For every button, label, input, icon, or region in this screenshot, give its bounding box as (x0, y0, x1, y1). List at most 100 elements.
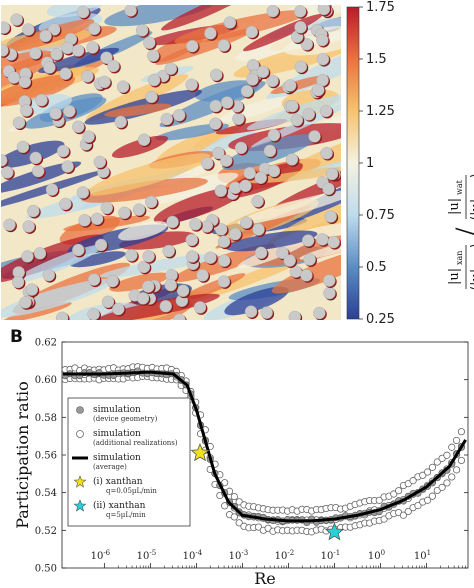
grain (173, 109, 186, 122)
svg-text:/: / (453, 227, 474, 235)
svg-text:⟩: ⟩ (469, 173, 474, 178)
grain (166, 215, 179, 229)
legend-label: simulation (93, 405, 141, 415)
open-point (230, 513, 238, 521)
grain (100, 201, 113, 215)
velocity-field-map (1, 5, 341, 320)
grain (114, 115, 127, 129)
flow-streak (273, 155, 341, 210)
open-point (433, 458, 441, 466)
grain (263, 144, 277, 158)
colorbar-tick-label: 1.5 (366, 52, 387, 67)
grain (210, 68, 223, 82)
grain (240, 84, 254, 98)
flow-streak (1, 74, 75, 107)
flow-streak (119, 231, 196, 250)
grain (256, 65, 270, 78)
y-axis-label: Participation ratio (13, 381, 32, 529)
grain (22, 220, 35, 233)
open-point (390, 490, 398, 498)
flow-streak (299, 239, 341, 260)
open-point (452, 466, 461, 474)
colorbar-ticks: 1.75 1.5 1.25 1 0.75 0.5 0.25 (359, 0, 395, 327)
grain (27, 204, 40, 218)
y-tick-label: 0.62 (35, 338, 57, 349)
grain (45, 183, 59, 196)
flow-streak (237, 238, 310, 269)
flow-streak (237, 189, 341, 225)
svg-text:⟨|u|: ⟨|u| (469, 269, 474, 291)
grain (116, 80, 130, 93)
grain (316, 52, 330, 66)
grain (164, 278, 177, 292)
grain (16, 140, 30, 154)
grain (47, 23, 61, 36)
y-tick-label: 0.60 (35, 375, 57, 386)
open-point (448, 443, 456, 451)
open-point (404, 507, 412, 516)
grain (209, 117, 222, 130)
open-point (443, 451, 451, 459)
grain (285, 153, 299, 166)
grain (209, 99, 222, 113)
grain (312, 83, 325, 97)
experiment-stars (190, 443, 345, 541)
grain (254, 171, 267, 185)
legend-sublabel: q=5µL/min (106, 511, 146, 519)
flow-streak (118, 221, 168, 241)
grain (254, 246, 268, 259)
grain (10, 13, 23, 26)
open-point (399, 511, 408, 519)
grain (212, 146, 225, 160)
grain (283, 254, 296, 267)
flow-streak (271, 247, 341, 294)
grain (43, 61, 56, 74)
grain (217, 275, 231, 288)
grain-obstacles (1, 5, 341, 320)
grain (204, 27, 217, 40)
average-curve (63, 370, 467, 523)
flow-streak (86, 153, 211, 196)
open-point (375, 496, 383, 504)
legend-marker (73, 475, 87, 488)
open-point (230, 492, 238, 501)
legend-sublabel: q=0.05µL/min (106, 487, 157, 495)
legend-sublabel: (additional realizations) (93, 439, 178, 447)
grain (124, 5, 137, 17)
grain (245, 25, 258, 39)
grain (93, 155, 106, 169)
open-point (419, 471, 427, 479)
grain (137, 260, 151, 274)
grain (243, 166, 256, 180)
flow-streak (104, 5, 217, 27)
grain (87, 273, 101, 286)
grain (260, 306, 273, 319)
grain (266, 74, 279, 88)
grain (251, 195, 264, 208)
grain (12, 116, 26, 129)
open-point (457, 428, 466, 436)
grain (267, 164, 281, 178)
open-point (428, 463, 437, 471)
grain (50, 48, 63, 61)
grain (32, 164, 45, 178)
y-tick-label: 0.56 (35, 451, 57, 462)
grain (323, 286, 336, 300)
grain (98, 75, 111, 89)
grain (56, 144, 70, 158)
experiment-star (190, 443, 210, 462)
y-tick-label: 0.50 (35, 564, 57, 575)
x-axis-label: Re (254, 569, 276, 588)
grain (308, 130, 321, 143)
grain (35, 93, 48, 107)
open-point (414, 501, 422, 510)
grain (33, 247, 47, 260)
colorbar-tick-label: 0.25 (366, 312, 395, 327)
legend-sublabel: (device geometry) (93, 415, 158, 423)
grain (176, 284, 190, 297)
grain (223, 16, 237, 29)
grain (240, 216, 253, 229)
grain (118, 206, 131, 220)
experiment-star (324, 522, 345, 541)
